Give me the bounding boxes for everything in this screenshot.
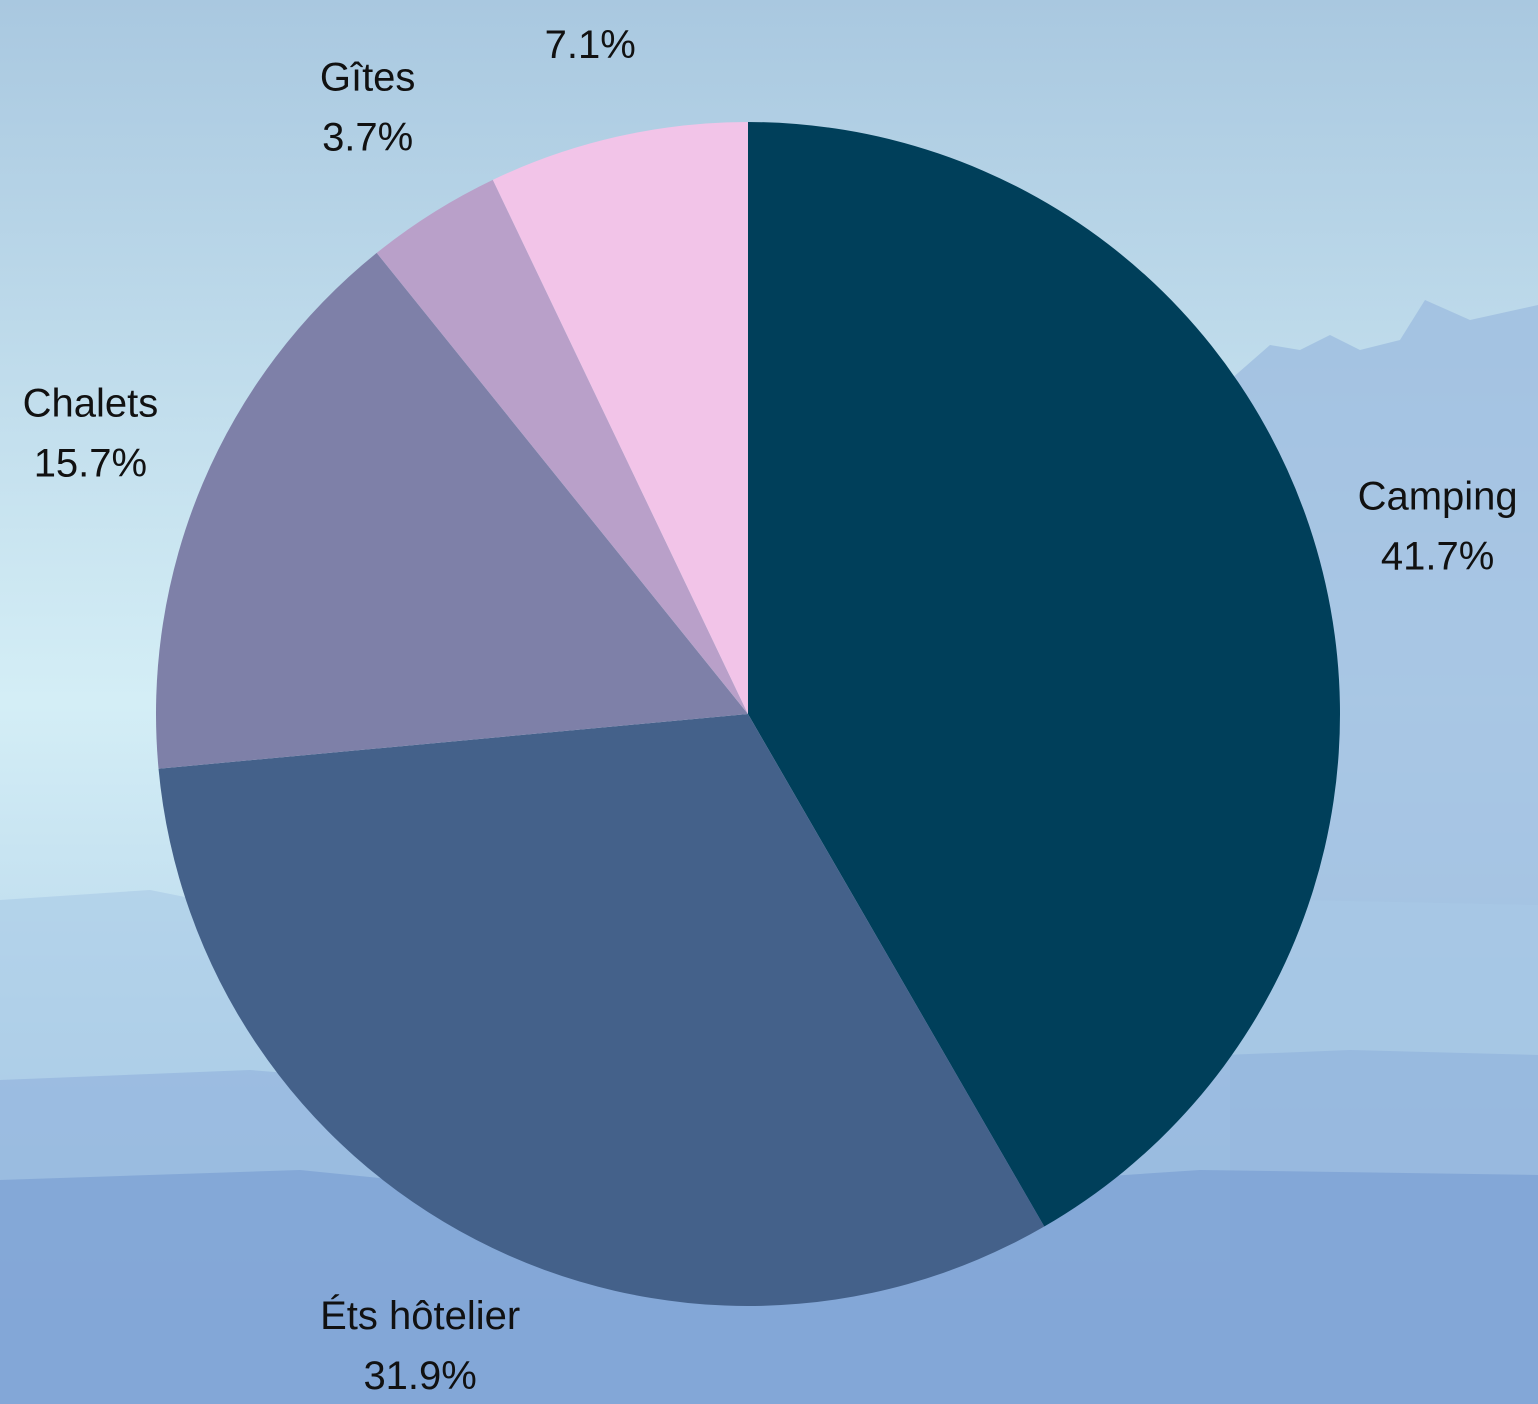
wedge xyxy=(748,122,1341,1227)
wedge xyxy=(492,122,748,714)
value-label: 3.7% xyxy=(322,115,413,159)
value-label: 15.7% xyxy=(34,441,147,485)
slice-label: Chalets xyxy=(23,381,159,425)
value-label: 7.1% xyxy=(545,23,636,67)
slice-label: Camping xyxy=(1358,475,1518,519)
slice-label: Autres xyxy=(532,0,648,7)
slice-label: Gîtes xyxy=(320,55,416,99)
value-label: 41.7% xyxy=(1381,535,1494,579)
slice-label: Éts hôtelier xyxy=(320,1293,520,1338)
wedge xyxy=(158,714,1045,1306)
pie: Camping 41.7% Éts hôtelier 31.9% Chalets 15.7… xyxy=(23,0,1518,1398)
wedge xyxy=(155,252,748,769)
value-label: 31.9% xyxy=(363,1354,476,1398)
wedge xyxy=(376,179,748,714)
